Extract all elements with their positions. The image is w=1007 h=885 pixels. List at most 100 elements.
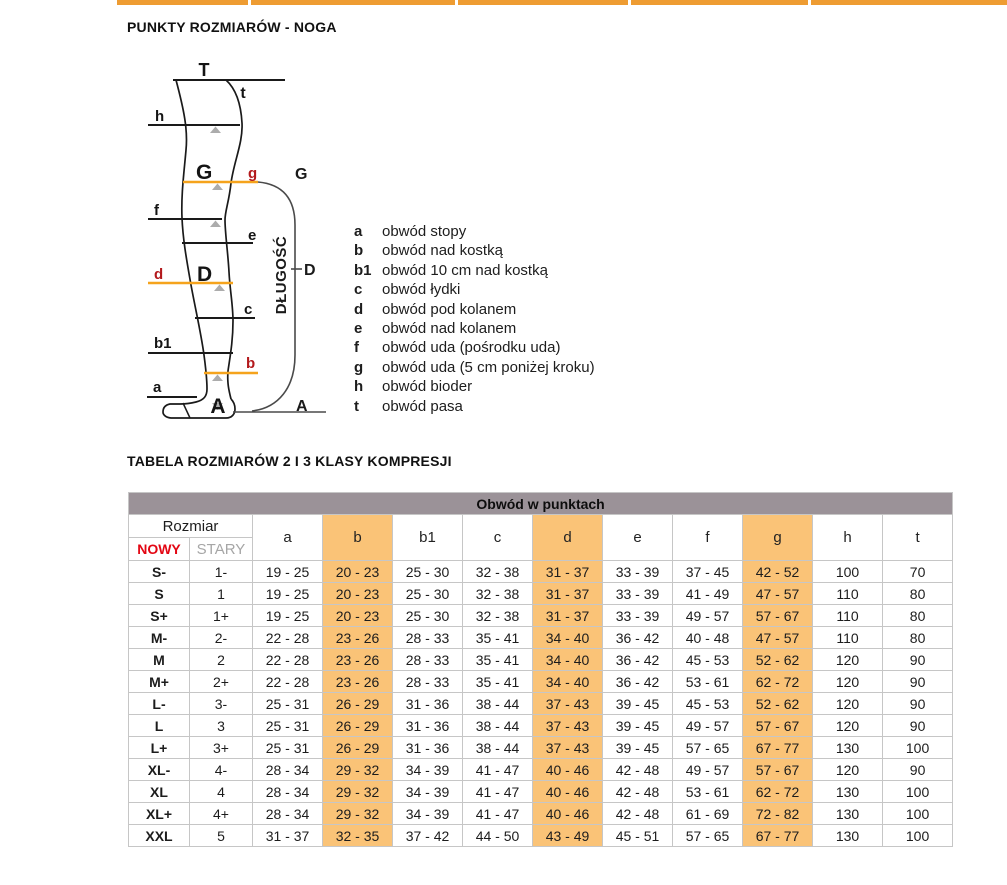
size-row: XL- 4- 28 - 34 29 - 32 34 - 39 41 - 47 40 - 46… [128,758,954,781]
legend-item-key: e [354,320,363,338]
value-cell-t: 90 [881,648,954,671]
legend-item-key: d [354,300,364,318]
column-header-a: a [252,514,323,561]
legend-item: g obwód uda (5 cm poniżej kroku) [354,358,595,377]
column-header-b: b [322,514,393,561]
label-D-big: D [197,263,212,286]
value-cell-g: 52 - 62 [742,648,813,671]
legend-item: e obwód nad kolanem [354,319,595,338]
section-title-measure-points: PUNKTY ROZMIARÓW - NOGA [127,19,337,35]
value-cell-g: 67 - 77 [742,736,813,759]
position-markers [210,126,225,410]
label-g-red: g [248,165,257,182]
value-cell-a: 22 - 28 [252,670,323,693]
value-cell-h: 120 [812,692,883,715]
value-cell-t: 90 [881,714,954,737]
size-new-cell: XL- [128,758,190,781]
bracket-label-A: A [296,398,308,415]
value-cell-h: 130 [812,824,883,847]
value-cell-e: 36 - 42 [602,626,673,649]
value-cell-b: 20 - 23 [322,604,393,627]
value-cell-b: 29 - 32 [322,780,393,803]
size-new-cell: S- [128,560,190,583]
value-cell-g: 47 - 57 [742,582,813,605]
value-cell-d: 40 - 46 [532,802,603,825]
value-cell-t: 100 [881,780,954,803]
value-cell-t: 90 [881,692,954,715]
length-bracket [233,181,326,413]
nav-tab-indicator[interactable] [458,0,628,5]
value-cell-t: 80 [881,582,954,605]
length-label: DŁUGOŚĆ [272,236,290,315]
size-old-cell: 4 [189,780,253,803]
value-cell-a: 19 - 25 [252,604,323,627]
old-size-header: STARY [189,537,253,561]
value-cell-t: 100 [881,824,954,847]
legend-item: a obwód stopy [354,222,595,241]
leg-outline [162,79,243,419]
value-cell-c: 38 - 44 [462,692,533,715]
size-old-cell: 2 [189,648,253,671]
value-cell-a: 28 - 34 [252,802,323,825]
value-cell-d: 37 - 43 [532,714,603,737]
size-new-cell: M- [128,626,190,649]
value-cell-h: 120 [812,648,883,671]
value-cell-e: 33 - 39 [602,560,673,583]
label-t: t [240,85,246,102]
value-cell-b: 32 - 35 [322,824,393,847]
size-new-cell: M+ [128,670,190,693]
legend-item: b1 obwód 10 cm nad kostką [354,261,595,280]
value-cell-g: 57 - 67 [742,758,813,781]
nav-tab-indicator[interactable] [251,0,455,5]
value-cell-c: 41 - 47 [462,780,533,803]
label-d-red: d [154,266,163,283]
value-cell-c: 32 - 38 [462,560,533,583]
label-a: a [153,379,162,396]
size-old-cell: 3+ [189,736,253,759]
value-cell-g: 67 - 77 [742,824,813,847]
value-cell-e: 36 - 42 [602,648,673,671]
value-cell-c: 32 - 38 [462,582,533,605]
nav-tab-indicator[interactable] [631,0,808,5]
nav-tab-indicator[interactable] [811,0,1007,5]
value-cell-c: 41 - 47 [462,758,533,781]
value-cell-a: 22 - 28 [252,626,323,649]
value-cell-t: 70 [881,560,954,583]
label-G-big: G [196,161,212,184]
legend-item-key: t [354,397,359,415]
column-header-c: c [462,514,533,561]
label-e: e [248,227,256,244]
label-A-big: A [210,395,225,418]
legend-item-key: a [354,223,363,240]
value-cell-b: 23 - 26 [322,670,393,693]
size-header: Rozmiar [128,514,253,538]
value-cell-t: 90 [881,670,954,693]
value-cell-f: 41 - 49 [672,582,743,605]
legend-item: c obwód łydki [354,280,595,299]
value-cell-d: 40 - 46 [532,780,603,803]
size-old-cell: 1 [189,582,253,605]
value-cell-c: 44 - 50 [462,824,533,847]
value-cell-b1: 31 - 36 [392,714,463,737]
label-T: T [199,60,210,80]
value-cell-c: 38 - 44 [462,736,533,759]
column-header-e: e [602,514,673,561]
value-cell-e: 45 - 51 [602,824,673,847]
legend-item-text: obwód pasa [382,397,463,415]
legend-item: h obwód bioder [354,377,595,396]
value-cell-g: 47 - 57 [742,626,813,649]
nav-tab-indicator[interactable] [117,0,248,5]
value-cell-d: 31 - 37 [532,560,603,583]
value-cell-t: 90 [881,758,954,781]
label-c: c [244,301,252,318]
size-row: L 3 25 - 31 26 - 29 31 - 36 38 - 44 37 - 43 39 … [128,714,954,737]
column-header-f: f [672,514,743,561]
value-cell-a: 25 - 31 [252,714,323,737]
value-cell-d: 37 - 43 [532,692,603,715]
legend-item-text: obwód stopy [382,223,467,240]
size-new-cell: M [128,648,190,671]
size-table: Obwód w punktach Rozmiar a b b1 c d e f … [127,492,954,847]
value-cell-c: 41 - 47 [462,802,533,825]
value-cell-e: 42 - 48 [602,780,673,803]
value-cell-c: 35 - 41 [462,670,533,693]
